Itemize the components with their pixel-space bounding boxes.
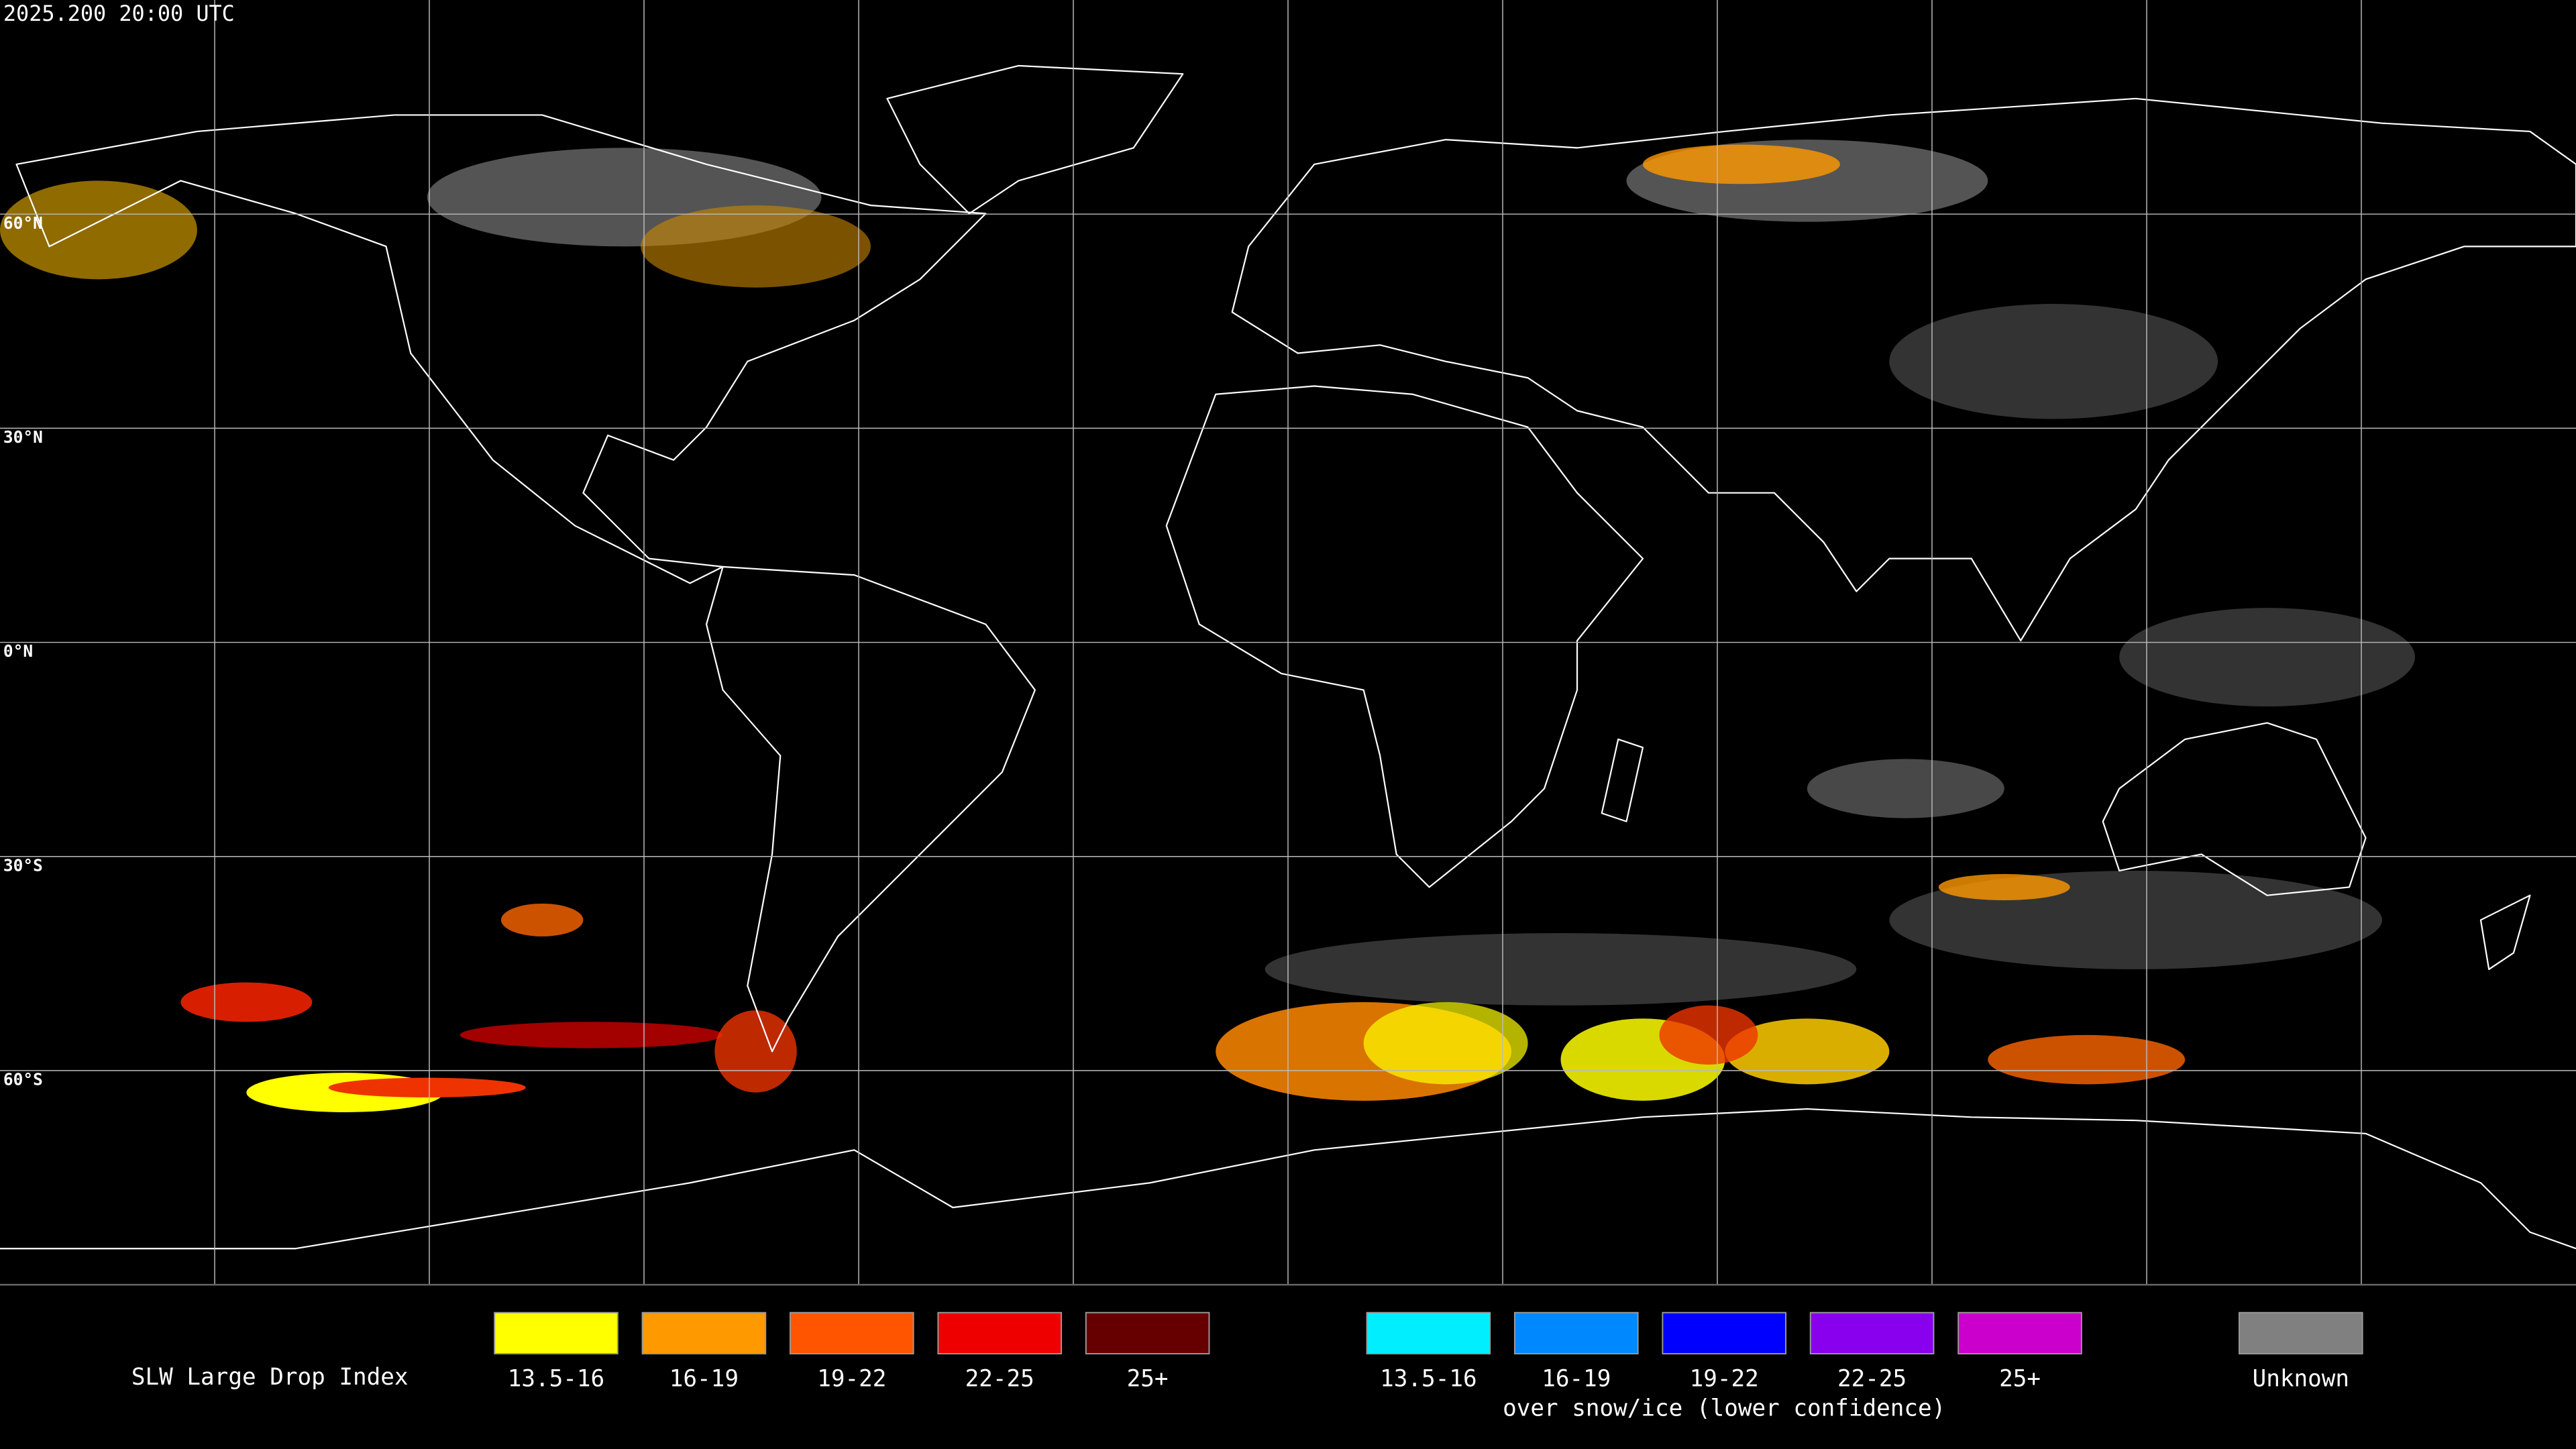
latitude-label: 30°S bbox=[3, 855, 43, 875]
legend-title: SLW Large Drop Index bbox=[131, 1364, 409, 1391]
legend-swatch bbox=[937, 1311, 1063, 1354]
map: 60°N 30°N 0°N 30°S 60°S 2025.200 20:00 UTC bbox=[0, 0, 2576, 1285]
legend-swatch bbox=[1809, 1311, 1935, 1354]
legend-label: 13.5-16 bbox=[1380, 1366, 1477, 1393]
coastlines bbox=[0, 64, 2576, 1250]
legend-swatch bbox=[1957, 1311, 2082, 1354]
latitude-label: 60°N bbox=[3, 213, 43, 233]
legend-label: 25+ bbox=[1127, 1366, 1169, 1393]
graticule bbox=[0, 0, 2576, 1285]
latitude-label: 30°N bbox=[3, 427, 43, 447]
legend-swatch bbox=[1366, 1311, 1491, 1354]
legend-label: 25+ bbox=[1999, 1366, 2041, 1393]
legend-label: 19-22 bbox=[817, 1366, 886, 1393]
latitude-label: 60°S bbox=[3, 1070, 43, 1089]
legend-caption: over snow/ice (lower confidence) bbox=[1503, 1395, 1945, 1422]
legend-label: 22-25 bbox=[1837, 1366, 1907, 1393]
legend-swatch bbox=[641, 1311, 767, 1354]
legend-label: 13.5-16 bbox=[508, 1366, 604, 1393]
legend-label: Unknown bbox=[2253, 1366, 2349, 1393]
latitude-labels: 60°N 30°N 0°N 30°S 60°S bbox=[3, 213, 43, 1089]
cloud-overlay bbox=[0, 140, 2415, 1112]
legend-label: 16-19 bbox=[1542, 1366, 1611, 1393]
legend-swatch bbox=[2238, 1311, 2363, 1354]
legend-swatch bbox=[789, 1311, 914, 1354]
legend-swatch bbox=[1085, 1311, 1210, 1354]
timestamp: 2025.200 20:00 UTC bbox=[3, 1, 235, 26]
legend-swatch bbox=[494, 1311, 619, 1354]
legend-swatch bbox=[1662, 1311, 1787, 1354]
legend-label: 22-25 bbox=[965, 1366, 1034, 1393]
legend-label: 19-22 bbox=[1690, 1366, 1759, 1393]
latitude-label: 0°N bbox=[3, 641, 33, 661]
legend-swatch bbox=[1513, 1311, 1639, 1354]
legend-label: 16-19 bbox=[669, 1366, 739, 1393]
legend: SLW Large Drop Index 13.5-16 16-19 19-22 22… bbox=[131, 1311, 2363, 1422]
